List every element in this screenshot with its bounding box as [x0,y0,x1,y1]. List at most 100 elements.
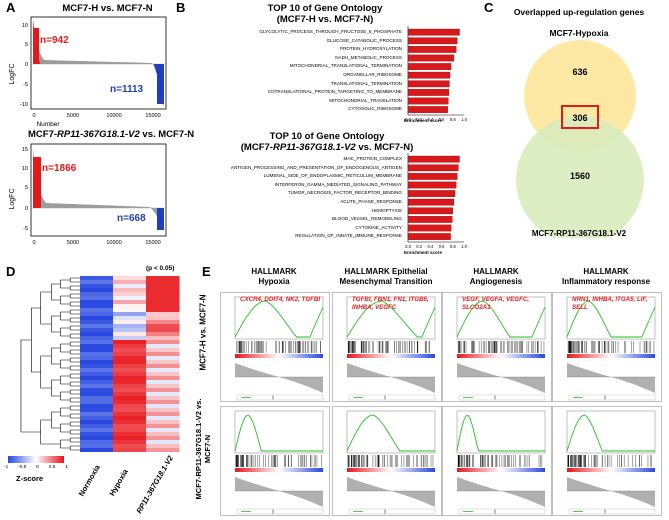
heatmap-cell [146,344,180,348]
heatmap-cell [80,392,114,396]
gsea-panels: HALLMARK Hypoxia CXCR4, DDIT4, NK2, TGFBI H… [220,264,669,512]
heatmap-cell [80,360,114,364]
heatmap-cell [146,280,180,284]
rank-gradient [457,468,545,472]
heatmap-cell [113,388,147,392]
heatmap-cell [80,396,114,400]
heatmap-cell [113,292,147,296]
gsea-column-header: HALLMARK Hypoxia [220,267,328,287]
heatmap-cell [113,444,147,448]
xtick: 5000 [67,240,79,246]
heatmap-cell [113,300,147,304]
go-bar [408,55,454,61]
ytick: -10 [20,102,28,108]
ranked-metric [567,477,655,507]
heatmap-cell [146,436,180,440]
go-top-xlabel: Enrichment score [404,118,442,123]
go-term-label: PROTEIN_HYDROXYLATION [184,46,402,52]
heatmap-cell [113,392,147,396]
xtick: 15000 [145,240,160,246]
heatmap-cell [113,280,147,284]
heatmap-cell [113,368,147,372]
heatmap-cell [113,384,147,388]
venn-title: Overlapped up-regulation genes [494,7,664,17]
go-bar [408,46,456,52]
heatmap-cell [80,404,114,408]
go-term-label: GLUCOSE_CATABOLIC_PROCESS [184,38,402,44]
go-bar [408,29,460,35]
heatmap-cell [113,376,147,380]
heatmap-cell [80,428,114,432]
heatmap-cell [80,448,114,452]
heatmap-cell [146,304,180,308]
go-term-label: BLOOD_VESSEL_REMODELING [184,216,402,222]
heatmap-cell [146,332,180,336]
go-term-label: COTRANSLATIONAL_PROTEIN_TARGETING_TO_MEM… [184,89,402,95]
a-bottom-ylabel: LogFC [9,188,16,209]
heatmap-cell [80,304,114,308]
go-term-label: MITOCHONDRIAL_TRANSLATION [184,98,402,104]
go-term-label: ORGANELLAR_RIBOSOME [184,72,402,78]
heatmap-cell [146,400,180,404]
heatmap-cell [80,420,114,424]
heatmap-cell [80,364,114,368]
go-bar [408,216,452,222]
go-xtick: 0.6 [439,244,445,249]
heatmap-cell [146,368,180,372]
heatmap-cell [113,364,147,368]
go-term-label: HEMOPTYSIS [184,208,402,214]
heatmap-cell [146,312,180,316]
heatmap-cell [80,440,114,444]
heatmap-cell [146,376,180,380]
ranked-metric [457,477,545,507]
heatmap-cell [80,292,114,296]
heatmap-cell [146,308,180,312]
heatmap-cell [80,444,114,448]
up-bars [33,157,41,208]
ranked-metric [235,477,323,507]
down-bars [157,208,164,230]
ytick: 10 [22,166,28,172]
heatmap-cell [80,384,114,388]
gsea-plot [332,406,442,516]
leading-edge-genes: NRN1, INHBA, ITGA5, LIF, SELL [572,296,658,311]
heatmap-cell [113,276,147,280]
go-bar [408,199,454,205]
rank-gradient [457,354,545,358]
heatmap-cell [80,328,114,332]
heatmap-cell [146,408,180,412]
heatmap-cell [146,348,180,352]
heatmap-cell [146,424,180,428]
xtick: 0 [32,240,35,246]
heatmap-cell [80,284,114,288]
heatmap-cell [146,340,180,344]
gsea-row-label-2: MCF7-RP11-367G18.1-V2 vs. MCF7-N [196,400,210,512]
panel-a-bottom-title: MCF7-RP11-367G18.1-V2 vs. MCF7-N [28,129,176,140]
go-bar [408,182,456,188]
rank-gradient [235,468,323,472]
panel-a-bottom-plot: LogFC 15 10 5 0 -5 0 5000 10000 15000 [0,141,176,259]
xtick: 10000 [106,240,121,246]
heatmap-cell [80,416,114,420]
go-top-bars: 0.0 0.2 0.4 0.6 0.8 1.0 [404,26,476,126]
ranked-metric [347,477,435,507]
panel-b-top-title: TOP 10 of Gene Ontology (MCF7-H vs. MCF7-… [250,3,400,25]
heatmap-cell [113,396,147,400]
go-bottom-bars: 0.0 0.2 0.4 0.6 0.8 1.0 [404,153,476,253]
go-chart-top: GLYCOLYTIC_PROCESS_THROUGH_FRUCTOSE_6_PH… [184,26,476,126]
heatmap-cell [146,284,180,288]
heatmap-cell [113,332,147,336]
go-term-label: CYTOSOLIC_RIBOSOME [184,106,402,112]
heatmap-cell [80,320,114,324]
go-xtick: 1.0 [461,244,467,249]
go-bar [408,72,450,78]
heatmap-cell [113,324,147,328]
go-xtick: 0.8 [450,244,456,249]
heatmap-cell [146,448,180,452]
heatmap-cell [80,348,114,352]
rank-gradient [347,354,435,358]
heatmap-cell [113,336,147,340]
go-xtick: 0.2 [416,244,422,249]
heatmap-cell [146,440,180,444]
rank-gradient [347,468,435,472]
